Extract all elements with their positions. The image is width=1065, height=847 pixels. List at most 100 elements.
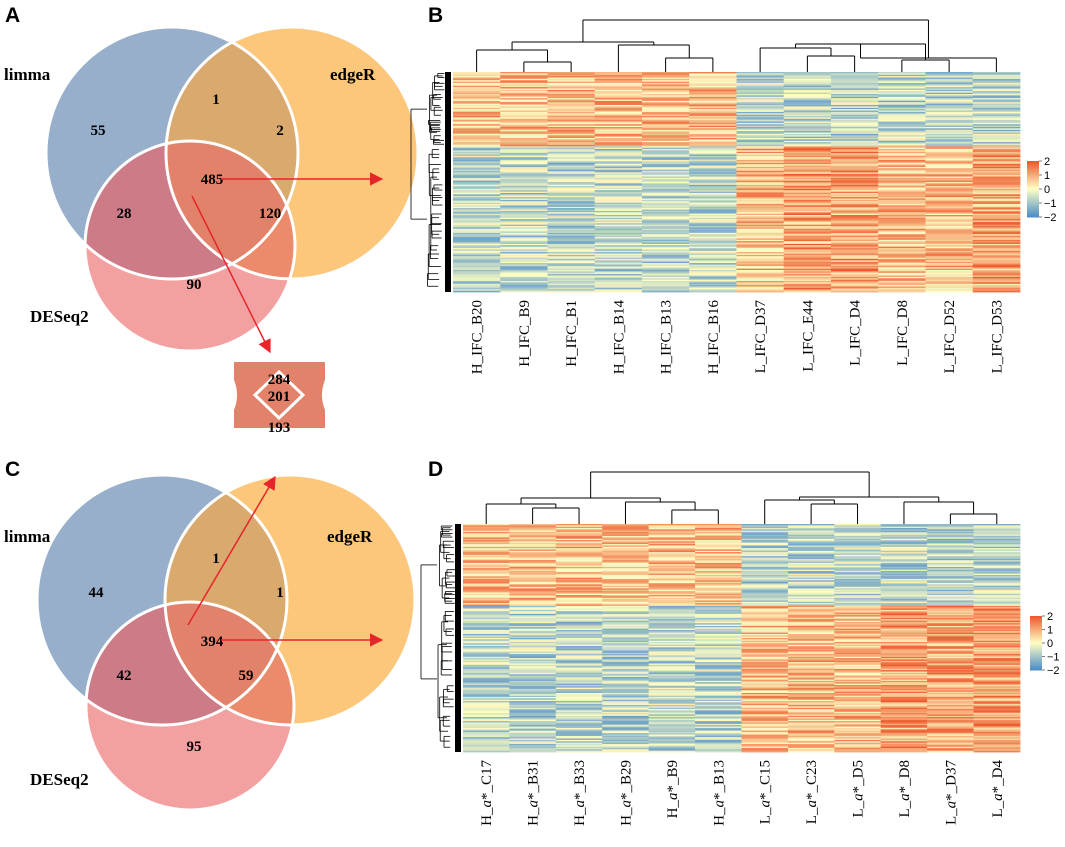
heatmap-cell — [500, 254, 548, 257]
heatmap-cell — [689, 232, 737, 235]
heatmap-cell — [787, 711, 835, 714]
heatmap-cell — [695, 667, 742, 670]
heatmap-cell — [642, 175, 690, 177]
heatmap-cell — [831, 289, 879, 292]
heatmap-cell — [453, 248, 501, 250]
heatmap-cell — [555, 647, 603, 650]
heatmap-cell — [602, 525, 650, 528]
heatmap-cell — [880, 597, 928, 600]
heatmap-cell — [741, 573, 789, 576]
heatmap-cell — [741, 670, 789, 672]
heatmap-cell — [880, 709, 928, 711]
heatmap-cell — [783, 109, 832, 111]
heatmap-cell — [547, 153, 596, 155]
heatmap-cell — [834, 739, 882, 742]
heatmap-cell — [787, 702, 835, 705]
heatmap-cell — [787, 568, 835, 570]
heatmap-cell — [736, 265, 785, 268]
heatmap-cell — [787, 695, 835, 698]
heatmap-cell — [741, 613, 789, 616]
heatmap-cell — [831, 125, 879, 128]
heatmap-cell — [741, 703, 789, 706]
heatmap-cell — [783, 91, 832, 94]
heatmap-cell — [878, 202, 926, 205]
heatmap-cell — [925, 78, 974, 81]
heatmap-cell — [925, 160, 974, 162]
heatmap-cell — [509, 709, 557, 711]
heatmap-cell — [783, 92, 832, 95]
heatmap-cell — [555, 581, 603, 584]
heatmap-cell — [925, 173, 974, 176]
heatmap-cell — [787, 729, 835, 731]
heatmap-cell — [547, 120, 596, 122]
heatmap-cell — [741, 548, 789, 550]
heatmap-cell — [972, 182, 1021, 184]
heatmap-cell — [927, 683, 974, 686]
heatmap-cell — [787, 583, 835, 585]
heatmap-cell — [695, 742, 742, 745]
heatmap-cell — [783, 199, 832, 202]
heatmap-cell — [642, 77, 690, 80]
heatmap-cell — [642, 121, 690, 124]
heatmap-cell — [547, 206, 596, 209]
heatmap-cell — [925, 253, 974, 256]
heatmap-cell — [787, 557, 835, 560]
heatmap-cell — [927, 666, 974, 668]
heatmap-cell — [972, 133, 1021, 136]
heatmap-cell — [594, 281, 643, 283]
heatmap-cell — [927, 651, 974, 654]
heatmap-cell — [695, 615, 742, 617]
heatmap-cell — [555, 564, 603, 566]
heatmap-cell — [787, 540, 835, 542]
heatmap-cell — [834, 525, 882, 528]
heatmap-cell — [831, 217, 879, 220]
heatmap-cell — [831, 252, 879, 254]
heatmap-cell — [878, 219, 926, 221]
heatmap-cell — [689, 191, 737, 194]
heatmap-cell — [925, 194, 974, 197]
heatmap-cell — [925, 131, 974, 133]
heatmap-cell — [741, 676, 789, 679]
heatmap-cell — [927, 667, 974, 670]
heatmap-cell — [736, 125, 785, 128]
heatmap-cell — [602, 574, 650, 577]
heatmap-cell — [741, 627, 789, 630]
heatmap-cell — [509, 615, 557, 617]
heatmap-cell — [509, 608, 557, 611]
heatmap-cell — [500, 127, 548, 129]
heatmap-cell — [509, 609, 557, 612]
heatmap-cell — [783, 201, 832, 204]
heatmap-cell — [500, 285, 548, 287]
heatmap-cell — [973, 658, 1021, 660]
heatmap-cell — [689, 164, 737, 166]
heatmap-cell — [783, 87, 832, 89]
heatmap-cell — [973, 577, 1021, 580]
heatmap-cell — [927, 640, 974, 643]
heatmap-cell — [695, 682, 742, 684]
heatmap-cell — [555, 619, 603, 621]
heatmap-cell — [555, 644, 603, 647]
heatmap-cell — [689, 279, 737, 282]
heatmap-cell — [878, 78, 926, 81]
heatmap-cell — [831, 132, 879, 135]
heatmap-cell — [831, 95, 879, 98]
heatmap-cell — [878, 217, 926, 220]
heatmap-cell — [695, 697, 742, 699]
heatmap-cell — [927, 583, 974, 585]
heatmap-cell — [642, 226, 690, 228]
heatmap-cell — [594, 164, 643, 166]
heatmap-cell — [695, 743, 742, 746]
heatmap-cell — [880, 525, 928, 528]
heatmap-cell — [555, 566, 603, 569]
heatmap-cell — [831, 184, 879, 187]
heatmap-cell — [602, 668, 650, 671]
heatmap-cell — [741, 679, 789, 682]
heatmap-cell — [695, 705, 742, 707]
heatmap-cell — [741, 726, 789, 729]
heatmap-cell — [555, 588, 603, 591]
heatmap-cell — [787, 735, 835, 738]
heatmap-cell — [831, 238, 879, 241]
heatmap-cell — [555, 655, 603, 658]
heatmap-cell — [741, 629, 789, 632]
heatmap-cell — [648, 703, 696, 706]
